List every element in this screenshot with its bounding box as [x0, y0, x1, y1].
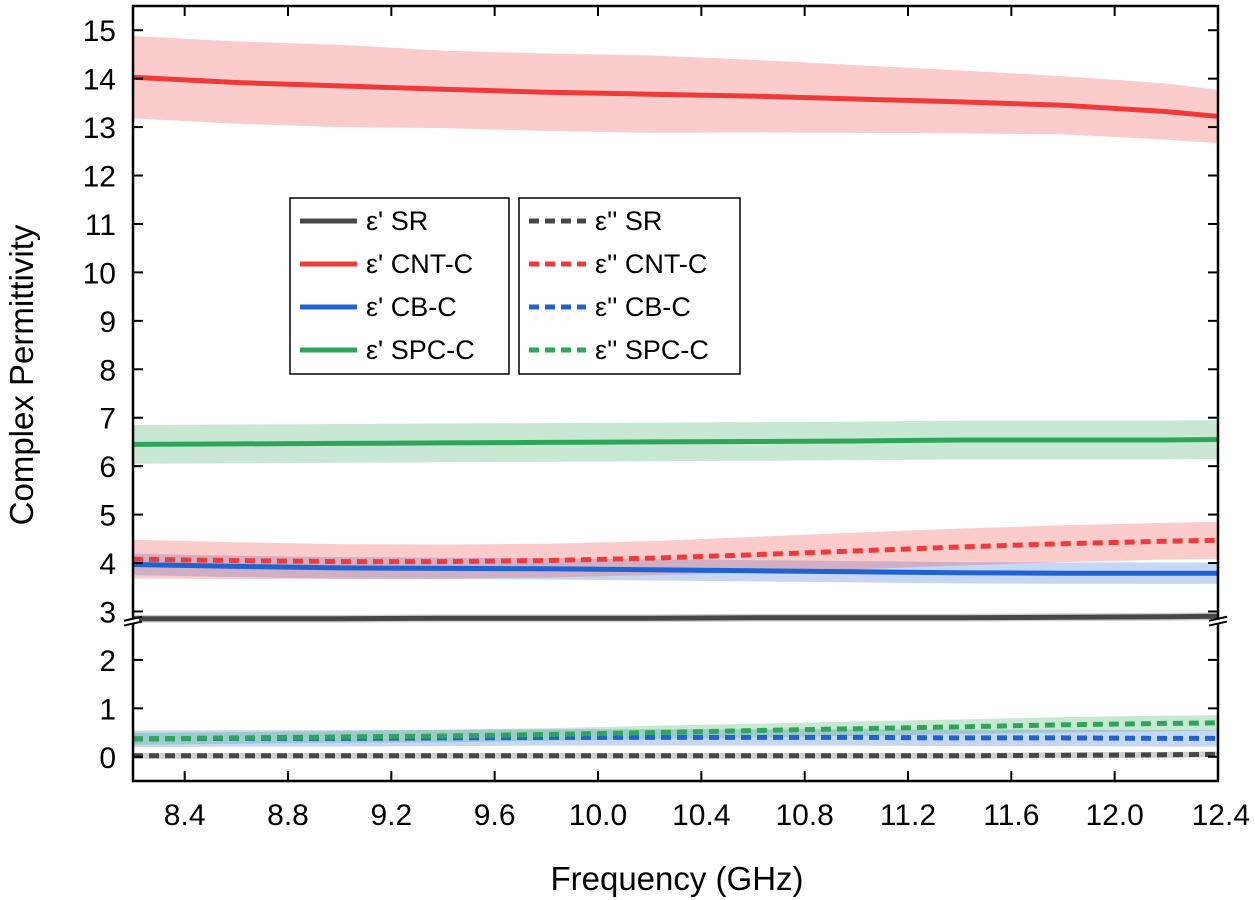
legend-label-epsreal-cb-c: ε' CB-C [366, 292, 457, 322]
break-slash [1208, 620, 1228, 627]
y-axis-title: Complex Permittivity [3, 224, 40, 525]
x-tick-label: 8.4 [164, 799, 206, 832]
break-gap [1212, 618, 1224, 624]
y-tick-label: 11 [85, 209, 116, 242]
y-tick-label: 9 [99, 306, 116, 339]
x-tick-label: 12.4 [1192, 799, 1250, 832]
series-line-epsreal-sr [133, 613, 1218, 622]
y-tick-label: 15 [83, 15, 116, 48]
series-line-epsreal-cb-c [133, 562, 1218, 576]
x-tick-label: 10.8 [775, 799, 833, 832]
y-tick-label: 6 [99, 451, 116, 484]
y-tick-label: 7 [99, 403, 116, 436]
x-tick-label: 9.2 [370, 799, 412, 832]
error-bands [133, 36, 1218, 759]
legend-real-part: ε' SR ε' CNT-C ε' CB-C ε' SPC-C [289, 197, 510, 375]
legend-label-epsimag-sr: ε'' SR [595, 206, 662, 236]
plot-frame [131, 4, 1220, 783]
y-tick-label: 13 [83, 112, 116, 145]
axis-break-mark [123, 615, 1228, 627]
series-lines [133, 74, 1218, 759]
series-line-epsimag-cb-c [133, 734, 1218, 742]
legend-label-epsimag-cnt-c: ε'' CNT-C [595, 249, 707, 279]
series-line-epsreal-spc-c [133, 437, 1218, 447]
legend-label-epsimag-cb-c: ε'' CB-C [595, 292, 691, 322]
break-slash [123, 620, 143, 627]
series-line-epsimag-sr [133, 751, 1218, 759]
x-tick-label: 9.6 [474, 799, 516, 832]
y-tick-label: 0 [99, 742, 116, 775]
legend-label-epsreal-cnt-c: ε' CNT-C [366, 249, 473, 279]
break-gap [127, 618, 139, 624]
y-tick-label: 5 [99, 500, 116, 533]
series-line-epsimag-cnt-c [133, 537, 1218, 565]
error-band-epsimag-cb-c [133, 729, 1218, 748]
x-axis-ticks: 8.4 8.8 9.2 9.6 10.0 10.4 10.8 11.2 11.6 12.0 12.4 [164, 6, 1250, 832]
error-band-epsreal-cnt-c [133, 36, 1218, 144]
break-slash [1208, 615, 1228, 622]
y-tick-label: 8 [99, 354, 116, 387]
y-tick-label: 1 [99, 693, 116, 726]
x-tick-label: 10.4 [672, 799, 730, 832]
y-tick-label: 4 [99, 548, 116, 581]
error-band-epsimag-sr [133, 751, 1218, 759]
series-line-epsimag-spc-c [133, 720, 1218, 742]
legend-box [518, 197, 741, 375]
legend-label-epsimag-spc-c: ε'' SPC-C [595, 335, 709, 365]
x-tick-label: 10.0 [569, 799, 627, 832]
x-tick-label: 11.6 [983, 799, 1039, 832]
y-tick-label: 12 [83, 161, 116, 194]
x-tick-label: 11.2 [880, 799, 936, 832]
y-tick-label: 10 [83, 257, 116, 290]
error-band-epsimag-cnt-c [133, 521, 1218, 579]
x-tick-label: 8.8 [267, 799, 309, 832]
y-tick-label: 2 [99, 645, 116, 678]
x-axis-title: Frequency (GHz) [550, 860, 803, 897]
legend-label-epsreal-spc-c: ε' SPC-C [366, 335, 475, 365]
error-band-epsimag-spc-c [133, 715, 1218, 745]
series-line-epsreal-cnt-c [133, 74, 1218, 119]
legend-imaginary-part: ε'' SR ε'' CNT-C ε'' CB-C ε'' SPC-C [518, 197, 741, 375]
legend-label-epsreal-sr: ε' SR [366, 206, 428, 236]
break-slash [123, 615, 143, 622]
legend-box [289, 197, 510, 375]
y-tick-label: 3 [99, 596, 116, 629]
x-tick-label: 12.0 [1085, 799, 1143, 832]
y-tick-label: 14 [83, 64, 116, 97]
